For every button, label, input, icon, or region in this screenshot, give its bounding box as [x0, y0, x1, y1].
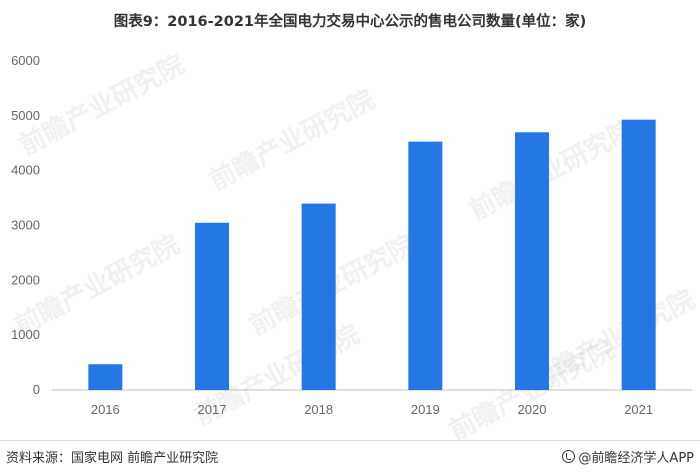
bar	[88, 364, 123, 390]
x-tick-label: 2020	[518, 402, 547, 417]
y-tick-label: 5000	[11, 108, 40, 123]
bar-chart: 0 1000 2000 3000 4000 5000 6000 2016 2017 2018 201…	[11, 53, 692, 417]
x-tick-label: 2016	[91, 402, 120, 417]
bar	[621, 119, 656, 391]
y-tick-label: 3000	[11, 218, 40, 233]
y-tick-label: 0	[33, 382, 40, 397]
y-tick-label: 6000	[11, 53, 40, 68]
chart-title: 图表9：2016-2021年全国电力交易中心公示的售电公司数量(单位：家)	[113, 14, 587, 30]
x-tick-label: 2021	[624, 402, 653, 417]
brand-attribution: @前瞻经济学人APP	[562, 447, 694, 466]
x-tick-label: 2017	[198, 402, 227, 417]
brand-logo-icon	[562, 450, 576, 463]
footer-divider	[0, 440, 700, 441]
y-tick-label: 2000	[11, 272, 40, 287]
bar	[515, 132, 549, 391]
bar	[408, 141, 443, 390]
brand-label: @前瞻经济学人APP	[578, 451, 694, 466]
y-tick-label: 4000	[11, 163, 40, 178]
x-tick-label: 2019	[411, 402, 440, 417]
bar	[301, 203, 336, 390]
x-tick-label: 2018	[304, 402, 333, 417]
source-note: 资料来源：国家电网 前瞻产业研究院	[6, 451, 219, 466]
bar	[195, 222, 229, 390]
y-tick-label: 1000	[11, 327, 40, 342]
